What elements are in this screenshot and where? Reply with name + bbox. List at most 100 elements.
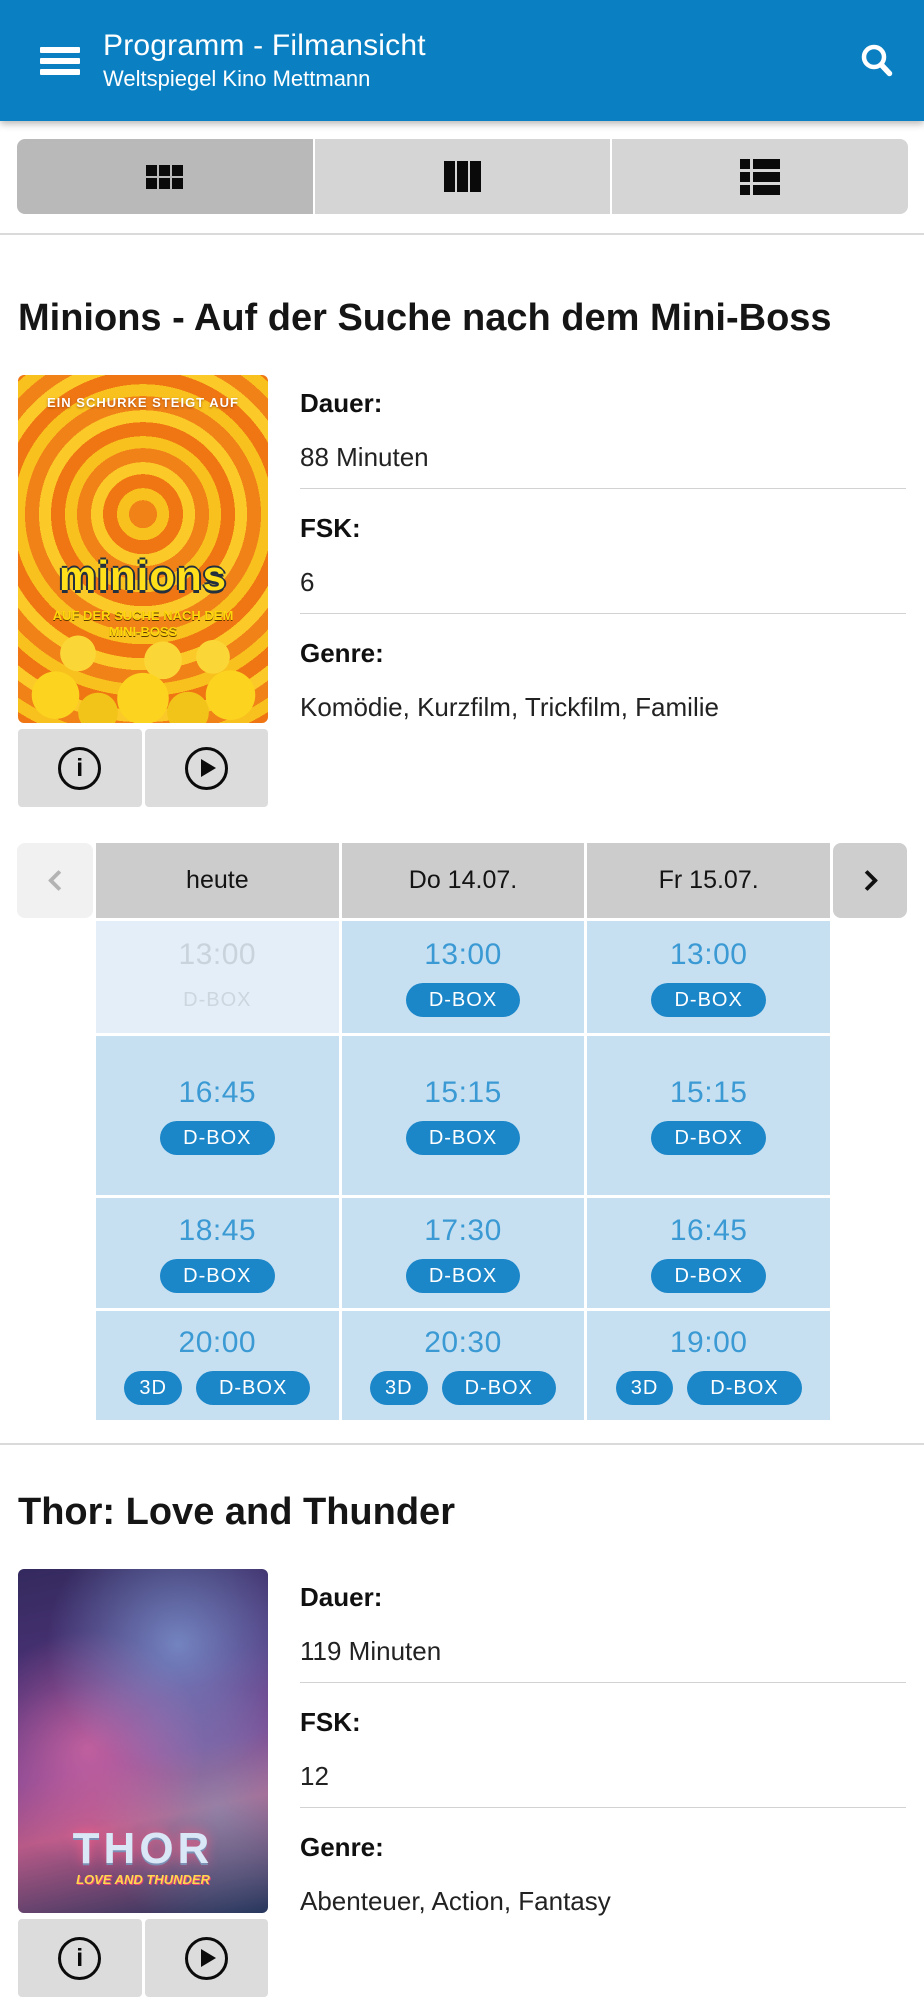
poster-subtitle: LOVE AND THUNDER — [76, 1871, 210, 1887]
detail-value: 6 — [300, 567, 315, 597]
tag-badge: D-BOX — [160, 1121, 275, 1155]
info-button[interactable]: i — [18, 1919, 142, 1997]
showtime-tags: D-BOX — [651, 1258, 766, 1293]
play-icon — [184, 746, 228, 790]
movie-title: Minions - Auf der Suche nach dem Mini-Bo… — [18, 297, 832, 339]
info-icon: i — [58, 746, 102, 790]
showtime-tags: D-BOX — [651, 982, 766, 1017]
movie-poster-minions: EIN SCHURKE STEIGT AUF minions AUF DER S… — [18, 375, 268, 723]
detail-label: FSK: — [300, 1707, 361, 1737]
section-divider — [0, 1443, 924, 1445]
view-toggle-grid[interactable] — [17, 139, 313, 214]
showtime-tags: 3D D-BOX — [370, 1371, 556, 1405]
tag-badge: D-BOX — [651, 1258, 766, 1293]
schedule-next-button[interactable] — [833, 843, 907, 918]
column-view-icon — [444, 161, 481, 192]
detail-row: FSK: 6 — [300, 489, 906, 614]
info-icon: i — [58, 1936, 102, 1980]
poster-logo: THOR — [72, 1823, 214, 1873]
schedule-table: heute Do 14.07. Fr 15.07. 13:00 D-BOX 13:00 D-… — [17, 843, 907, 1420]
showtime-time: 20:00 — [178, 1326, 257, 1359]
showtime-tags: D-BOX — [160, 1121, 275, 1155]
poster-tagline: EIN SCHURKE STEIGT AUF — [47, 395, 239, 410]
tag-badge: D-BOX — [405, 982, 521, 1017]
play-icon — [184, 1936, 228, 1980]
showtime-cell[interactable]: 15:15 D-BOX — [587, 1036, 830, 1195]
showtime-time: 16:45 — [669, 1213, 748, 1247]
showtime-cell[interactable]: 13:00 D-BOX — [587, 921, 830, 1033]
showtime-tags: D-BOX — [405, 1121, 521, 1155]
tag-badge: D-BOX — [195, 1371, 311, 1405]
showtime-time: 13:00 — [178, 937, 257, 971]
tag-badge: 3D — [124, 1371, 182, 1405]
detail-label: Dauer: — [300, 1582, 383, 1612]
schedule-day-header: Do 14.07. — [341, 843, 585, 918]
tag-badge: 3D — [370, 1371, 428, 1405]
detail-label: Dauer: — [300, 388, 383, 418]
list-view-icon — [740, 158, 781, 195]
showtime-cell[interactable]: 17:30 D-BOX — [341, 1198, 585, 1308]
showtime-tags: D-BOX — [405, 982, 521, 1017]
detail-value: 119 Minuten — [300, 1636, 442, 1666]
detail-value: 88 Minuten — [300, 442, 429, 472]
movie-title: Thor: Love and Thunder — [18, 1491, 455, 1533]
movie-details: Dauer: 119 Minuten FSK: 12 Genre: Abenteuer, … — [300, 1569, 906, 1997]
detail-row: Genre: Abenteuer, Action, Fantasy — [300, 1808, 906, 1932]
movie-section-minions: Minions - Auf der Suche nach dem Mini-Bo… — [0, 296, 924, 1420]
showtime-cell[interactable]: 18:45 D-BOX — [96, 1198, 339, 1308]
movie-section-thor: Thor: Love and Thunder THOR LOVE AND THU… — [0, 1490, 924, 1997]
poster-subtitle: AUF DER SUCHE NACH DEM MINI-BOSS — [52, 608, 234, 640]
view-toggle-list[interactable] — [612, 139, 909, 214]
grid-view-icon — [146, 164, 184, 189]
showtime-cell[interactable]: 20:00 3D D-BOX — [96, 1311, 339, 1420]
tag-badge: 3D — [615, 1371, 674, 1405]
showtime-tags: D-BOX — [405, 1258, 521, 1293]
showtime-tags: D-BOX — [160, 983, 274, 1017]
showtime-tags: D-BOX — [160, 1258, 275, 1293]
menu-icon[interactable] — [40, 46, 80, 75]
trailer-play-button[interactable] — [144, 729, 268, 807]
showtime-cell: 13:00 D-BOX — [96, 921, 339, 1033]
detail-row: FSK: 12 — [300, 1683, 906, 1808]
poster-logo: minions — [58, 552, 227, 600]
chevron-right-icon — [856, 869, 878, 892]
tag-badge: D-BOX — [183, 988, 252, 1011]
search-icon — [861, 44, 893, 76]
showtime-cell[interactable]: 19:00 3D D-BOX — [587, 1311, 830, 1420]
schedule-day-header: Fr 15.07. — [587, 843, 830, 918]
schedule-day-header: heute — [96, 843, 339, 918]
schedule-prev-button[interactable] — [17, 843, 93, 918]
chevron-left-icon — [47, 869, 69, 892]
detail-row: Genre: Komödie, Kurzfilm, Trickfilm, Fami… — [300, 614, 906, 738]
header-titles: Programm - Filmansicht Weltspiegel Kino … — [103, 29, 426, 92]
showtime-time: 13:00 — [669, 937, 748, 971]
section-divider — [0, 233, 924, 235]
page-subtitle: Weltspiegel Kino Mettmann — [103, 66, 371, 91]
movie-details: Dauer: 88 Minuten FSK: 6 Genre: Komödie, Kurz… — [300, 375, 906, 807]
showtime-cell[interactable]: 15:15 D-BOX — [341, 1036, 585, 1195]
trailer-play-button[interactable] — [144, 1919, 268, 1997]
view-toggle-columns[interactable] — [314, 139, 611, 214]
detail-value: Komödie, Kurzfilm, Trickfilm, Familie — [300, 692, 719, 722]
page-title: Programm - Filmansicht — [103, 29, 426, 62]
showtime-time: 15:15 — [424, 1076, 502, 1109]
view-toggle — [17, 139, 909, 214]
detail-label: Genre: — [300, 638, 384, 668]
detail-value: Abenteuer, Action, Fantasy — [300, 1886, 611, 1916]
showtime-time: 18:45 — [178, 1213, 257, 1247]
showtime-tags: 3D D-BOX — [124, 1371, 311, 1405]
tag-badge: D-BOX — [405, 1258, 521, 1293]
showtime-cell[interactable]: 16:45 D-BOX — [96, 1036, 339, 1195]
tag-badge: D-BOX — [160, 1258, 275, 1293]
showtime-tags: D-BOX — [651, 1121, 766, 1155]
showtime-time: 15:15 — [669, 1076, 748, 1109]
info-button[interactable]: i — [18, 729, 142, 807]
showtime-cell[interactable]: 20:30 3D D-BOX — [341, 1311, 585, 1420]
showtime-cell[interactable]: 13:00 D-BOX — [341, 921, 585, 1033]
search-button[interactable] — [858, 42, 896, 80]
showtime-cell[interactable]: 16:45 D-BOX — [587, 1198, 830, 1308]
showtime-time: 16:45 — [178, 1076, 257, 1109]
detail-value: 12 — [300, 1761, 329, 1791]
app-header: Programm - Filmansicht Weltspiegel Kino … — [0, 0, 924, 121]
detail-row: Dauer: 88 Minuten — [300, 388, 906, 489]
